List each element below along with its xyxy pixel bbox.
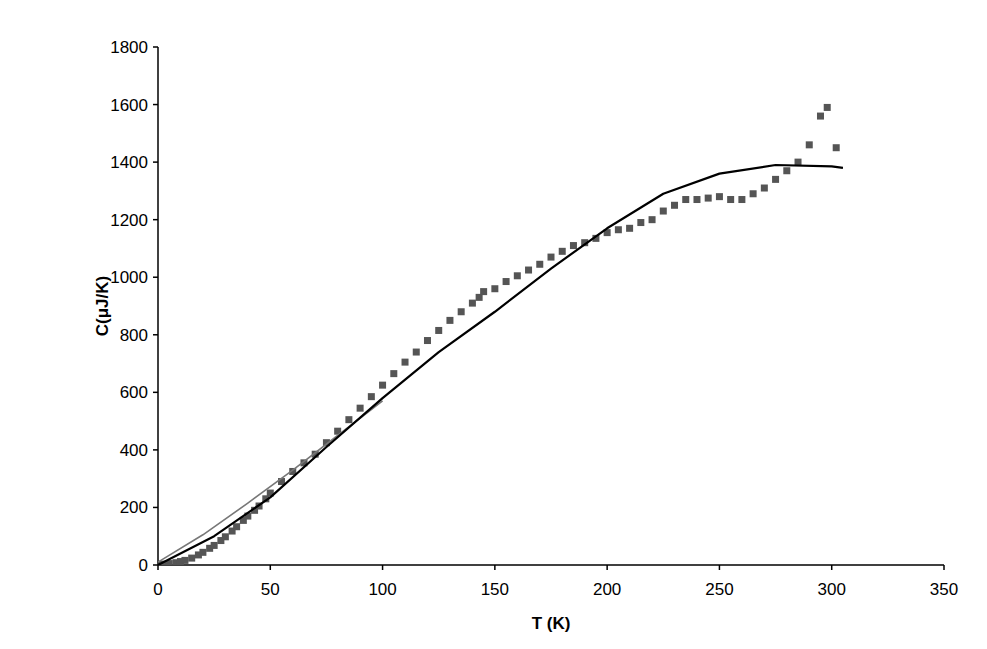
data-point [705,195,712,202]
y-tick [153,507,158,509]
data-point [548,254,555,261]
x-tick [494,565,496,570]
data-point [491,285,498,292]
data-point [626,225,633,232]
data-point [682,196,689,203]
data-point [615,226,622,233]
data-point [188,555,195,562]
y-tick-label: 1000 [110,268,148,287]
x-tick-label: 200 [593,580,621,599]
chart: 0 200 400 600 800 1000 1200 1400 1600 1800 0 50 100 1… [0,0,987,649]
y-tick-label: 1800 [110,38,148,57]
data-point [503,278,510,285]
data-point [233,523,240,530]
x-tick [719,565,721,570]
y-tick-label: 600 [120,383,148,402]
x-tick-label: 50 [261,580,280,599]
data-point [716,193,723,200]
data-point [222,533,229,540]
data-point [199,549,206,556]
data-point [783,167,790,174]
data-point [660,208,667,215]
y-tick [153,219,158,221]
y-tick-label: 1400 [110,153,148,172]
y-tick-label: 800 [120,326,148,345]
fit-line [158,165,843,565]
x-tick-label: 250 [705,580,733,599]
data-point [761,185,768,192]
x-tick-label: 0 [153,580,162,599]
data-point [833,144,840,151]
data-point [413,349,420,356]
data-point [469,300,476,307]
x-tick-label: 150 [481,580,509,599]
data-point [480,288,487,295]
data-point [390,370,397,377]
y-tick-label: 0 [139,556,148,575]
data-point [559,248,566,255]
fit-line [158,401,383,562]
data-point [727,196,734,203]
data-point [536,261,543,268]
data-point [181,557,188,564]
data-point [357,405,364,412]
data-point [649,216,656,223]
y-tick-label: 1600 [110,96,148,115]
y-tick [153,104,158,106]
data-point [671,202,678,209]
data-point [446,317,453,324]
plot-area [158,104,843,565]
data-point [637,219,644,226]
x-tick [831,565,833,570]
data-point [424,337,431,344]
data-point [368,393,375,400]
data-point [402,359,409,366]
data-point [693,196,700,203]
y-tick-label: 200 [120,498,148,517]
x-tick-label: 300 [818,580,846,599]
data-point [817,113,824,120]
x-tick [943,565,945,570]
x-axis-line [158,564,944,566]
data-point [514,272,521,279]
data-point [525,267,532,274]
data-point [379,382,386,389]
data-point [435,327,442,334]
x-tick [382,565,384,570]
y-tick-label: 400 [120,441,148,460]
x-tick [606,565,608,570]
y-tick [153,276,158,278]
data-point [772,176,779,183]
y-tick-label: 1200 [110,211,148,230]
data-point [345,416,352,423]
y-axis-title: C(μJ/K) [93,276,112,336]
data-point [738,196,745,203]
y-axis-line [157,47,159,565]
x-tick [157,565,159,570]
data-point [824,104,831,111]
x-tick [270,565,272,570]
data-point [750,190,757,197]
x-tick-label: 350 [930,580,958,599]
data-point [806,141,813,148]
y-tick [153,334,158,336]
y-tick [153,392,158,394]
y-tick [153,449,158,451]
y-tick [153,46,158,48]
x-tick-label: 100 [368,580,396,599]
data-point [458,308,465,315]
data-point [211,542,218,549]
data-point [570,242,577,249]
x-axis-title: T (K) [532,614,571,633]
y-tick [153,161,158,163]
